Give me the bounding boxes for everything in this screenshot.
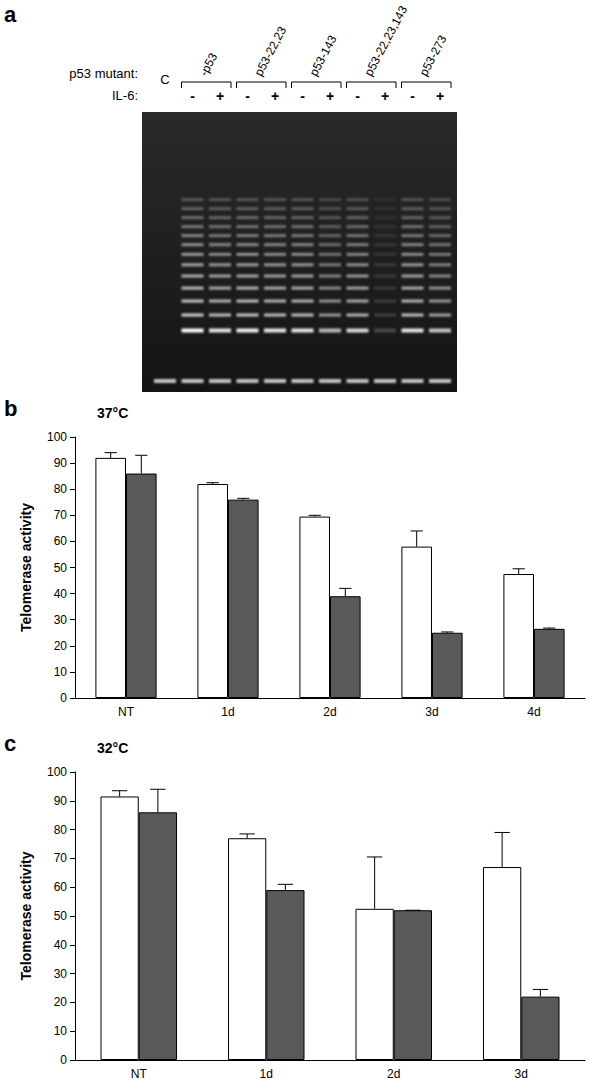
svg-text:-: - bbox=[355, 88, 360, 104]
svg-text:10: 10 bbox=[54, 665, 68, 679]
svg-text:40: 40 bbox=[54, 587, 68, 601]
svg-text:50: 50 bbox=[54, 561, 68, 575]
svg-text:37°C: 37°C bbox=[97, 405, 128, 421]
svg-text:c: c bbox=[4, 731, 16, 756]
svg-text:b: b bbox=[4, 396, 17, 421]
svg-text:2d: 2d bbox=[323, 705, 336, 719]
svg-text:60: 60 bbox=[54, 880, 68, 894]
svg-text:1d: 1d bbox=[260, 1067, 273, 1081]
svg-text:-: - bbox=[300, 88, 305, 104]
svg-text:4d: 4d bbox=[527, 705, 540, 719]
svg-text:70: 70 bbox=[54, 508, 68, 522]
svg-text:40: 40 bbox=[54, 938, 68, 952]
svg-text:Telomerase activity: Telomerase activity bbox=[18, 503, 34, 632]
svg-text:+: + bbox=[326, 88, 334, 104]
svg-text:30: 30 bbox=[54, 967, 68, 981]
svg-text:3d: 3d bbox=[515, 1067, 528, 1081]
svg-text:p53-273: p53-273 bbox=[417, 33, 450, 79]
svg-text:IL-6:: IL-6: bbox=[112, 88, 138, 103]
svg-text:100: 100 bbox=[47, 430, 67, 444]
svg-text:70: 70 bbox=[54, 851, 68, 865]
svg-text:3d: 3d bbox=[425, 705, 438, 719]
svg-text:Telomerase activity: Telomerase activity bbox=[18, 851, 34, 980]
svg-text:C: C bbox=[160, 72, 169, 87]
svg-text:NT: NT bbox=[118, 705, 135, 719]
svg-text:2d: 2d bbox=[387, 1067, 400, 1081]
svg-text:100: 100 bbox=[47, 765, 67, 779]
svg-text:20: 20 bbox=[54, 639, 68, 653]
svg-text:a: a bbox=[4, 2, 17, 27]
svg-text:NT: NT bbox=[131, 1067, 148, 1081]
svg-text:-: - bbox=[190, 88, 195, 104]
svg-text:-: - bbox=[410, 88, 415, 104]
svg-text:90: 90 bbox=[54, 794, 68, 808]
svg-text:-: - bbox=[245, 88, 250, 104]
svg-text:-p53: -p53 bbox=[197, 50, 221, 78]
svg-text:50: 50 bbox=[54, 909, 68, 923]
svg-text:80: 80 bbox=[54, 482, 68, 496]
svg-text:80: 80 bbox=[54, 823, 68, 837]
svg-text:+: + bbox=[436, 88, 444, 104]
svg-text:20: 20 bbox=[54, 995, 68, 1009]
svg-text:10: 10 bbox=[54, 1024, 68, 1038]
svg-text:+: + bbox=[216, 88, 224, 104]
svg-text:60: 60 bbox=[54, 534, 68, 548]
svg-text:p53 mutant:: p53 mutant: bbox=[69, 66, 138, 81]
svg-text:0: 0 bbox=[60, 691, 67, 705]
svg-text:32°C: 32°C bbox=[97, 740, 128, 756]
svg-text:1d: 1d bbox=[221, 705, 234, 719]
svg-text:p53-143: p53-143 bbox=[307, 33, 340, 79]
svg-text:90: 90 bbox=[54, 456, 68, 470]
svg-text:30: 30 bbox=[54, 613, 68, 627]
svg-text:p53-22,23,143: p53-22,23,143 bbox=[362, 3, 411, 78]
svg-text:0: 0 bbox=[60, 1053, 67, 1067]
svg-text:p53-22,23: p53-22,23 bbox=[252, 24, 290, 79]
svg-text:+: + bbox=[381, 88, 389, 104]
svg-text:+: + bbox=[271, 88, 279, 104]
